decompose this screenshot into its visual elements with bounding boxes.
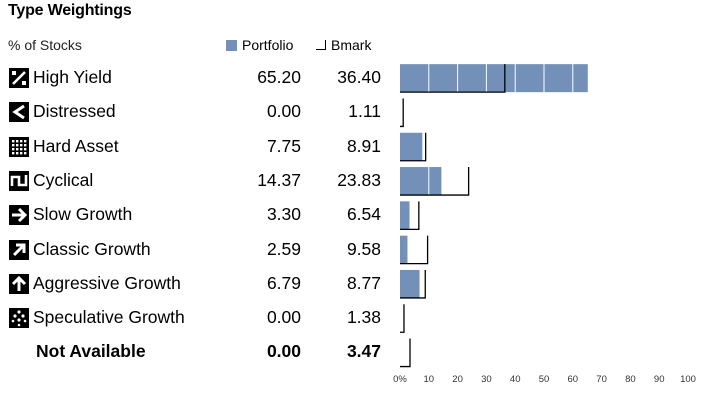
- portfolio-value: 2.59: [266, 238, 301, 259]
- bmark-value: 8.77: [346, 272, 381, 293]
- grid-icon: [9, 136, 29, 157]
- x-tick-label: 20: [452, 374, 463, 385]
- bmark-marker: [400, 167, 470, 196]
- x-tick-label: 70: [596, 374, 607, 385]
- category-row: Slow Growth 3.30 6.54: [0, 198, 400, 232]
- portfolio-value: 0.00: [266, 101, 301, 122]
- portfolio-value: 7.75: [266, 135, 301, 156]
- category-label: Speculative Growth: [33, 307, 185, 328]
- bmark-marker: [400, 338, 411, 368]
- category-label: Slow Growth: [33, 204, 133, 225]
- bmark-marker: [400, 269, 426, 299]
- x-tick-label: 30: [481, 374, 492, 385]
- chevron-left-icon: [9, 102, 29, 123]
- portfolio-value: 0.00: [266, 307, 301, 328]
- x-tick-label: 80: [625, 374, 636, 385]
- chart-subtitle: % of Stocks: [8, 37, 82, 53]
- category-label: Not Available: [36, 341, 146, 362]
- bmark-marker: [400, 132, 427, 162]
- chart-title: Type Weightings: [8, 2, 132, 19]
- legend-bmark: Bmark: [316, 37, 371, 53]
- bmark-marker: [400, 98, 404, 128]
- category-label: Distressed: [33, 101, 116, 122]
- category-row: Not Available 0.00 3.47: [0, 335, 400, 369]
- bmark-marker: [316, 40, 326, 50]
- portfolio-swatch: [226, 39, 237, 51]
- percent-icon: [9, 68, 29, 88]
- legend-portfolio: Portfolio: [226, 37, 293, 53]
- category-row: Hard Asset 7.75 8.91: [0, 130, 400, 164]
- category-row: Cyclical 14.37 23.83: [0, 164, 400, 198]
- category-label: Cyclical: [33, 169, 94, 190]
- x-tick-label: 60: [568, 374, 579, 385]
- category-label: Hard Asset: [33, 135, 119, 156]
- category-label: Aggressive Growth: [33, 272, 181, 293]
- arrow-up-icon: [9, 273, 29, 294]
- category-label: Classic Growth: [33, 238, 151, 259]
- category-label: High Yield: [33, 67, 112, 87]
- x-tick-label: 50: [539, 374, 550, 385]
- portfolio-value: 65.20: [257, 67, 301, 87]
- x-tick-label: 100: [680, 374, 696, 385]
- x-tick-label: 90: [654, 374, 665, 385]
- legend-portfolio-label: Portfolio: [242, 37, 294, 53]
- x-tick-label: 40: [510, 374, 521, 385]
- portfolio-value: 0.00: [266, 341, 301, 362]
- dots-icon: [9, 308, 29, 329]
- bmark-value: 1.11: [348, 101, 381, 122]
- bmark-value: 1.38: [346, 307, 381, 328]
- category-row: High Yield 65.20 36.40: [0, 61, 400, 95]
- bmark-value: 23.83: [337, 169, 381, 190]
- portfolio-value: 3.30: [266, 204, 301, 225]
- arrow-up-right-icon: [9, 239, 29, 260]
- arrow-right-icon: [9, 205, 29, 226]
- bmark-value: 36.40: [337, 67, 381, 87]
- category-row: Aggressive Growth 6.79 8.77: [0, 267, 400, 301]
- bmark-marker: [400, 304, 405, 333]
- bmark-marker: [400, 235, 429, 265]
- category-row: Classic Growth 2.59 9.58: [0, 233, 400, 267]
- legend-bmark-label: Bmark: [331, 37, 372, 53]
- portfolio-value: 14.37: [257, 169, 301, 190]
- wave-icon: [9, 170, 29, 191]
- portfolio-bar: [400, 64, 588, 93]
- bmark-marker: [400, 64, 506, 93]
- portfolio-value: 6.79: [266, 272, 301, 293]
- portfolio-bar: [400, 235, 408, 264]
- bmark-value: 6.54: [346, 204, 381, 225]
- bmark-value: 9.58: [346, 238, 381, 259]
- bmark-value: 3.47: [346, 341, 381, 362]
- portfolio-bar: [400, 167, 442, 196]
- bmark-value: 8.91: [346, 135, 381, 156]
- portfolio-bar: [400, 269, 420, 298]
- portfolio-bar: [400, 201, 410, 230]
- x-tick-label: 0%: [393, 374, 407, 385]
- x-tick-label: 10: [424, 374, 435, 385]
- portfolio-bar: [400, 132, 423, 161]
- bmark-marker: [400, 201, 420, 230]
- category-row: Distressed 0.00 1.11: [0, 95, 400, 129]
- category-row: Speculative Growth 0.00 1.38: [0, 301, 400, 335]
